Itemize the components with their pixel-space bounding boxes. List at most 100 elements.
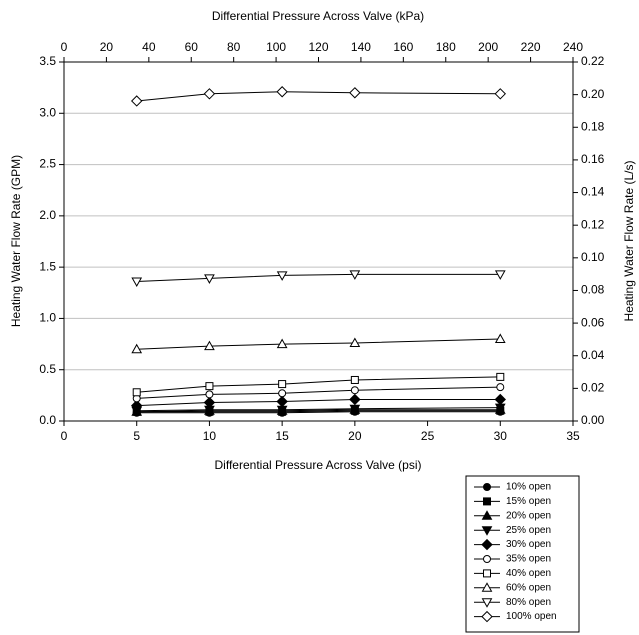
- y2-tick-label: 0.18: [581, 119, 605, 133]
- marker: [494, 88, 506, 100]
- legend-label: 80% open: [506, 597, 551, 608]
- x2-tick-label: 220: [521, 40, 541, 54]
- x2-tick-label: 200: [478, 40, 498, 54]
- marker: [349, 393, 361, 406]
- marker: [481, 526, 493, 536]
- series-line: [136, 398, 501, 407]
- y2-tick-label: 0.10: [581, 250, 605, 264]
- top-axis-title: Differential Pressure Across Valve (kPa): [212, 9, 424, 23]
- y-tick-label: 2.5: [39, 157, 56, 171]
- y2-tick-label: 0.16: [581, 152, 605, 166]
- x-tick-label: 0: [61, 429, 68, 443]
- y2-tick-label: 0.14: [581, 185, 605, 199]
- marker: [349, 337, 361, 348]
- marker: [481, 510, 493, 520]
- series-line: [136, 338, 501, 350]
- marker: [349, 270, 361, 280]
- marker: [483, 569, 491, 578]
- marker: [204, 274, 215, 284]
- legend-label: 10% open: [506, 482, 551, 493]
- legend-label: 20% open: [506, 510, 551, 521]
- y-tick-label: 2.0: [39, 208, 56, 222]
- marker: [203, 88, 216, 100]
- marker: [481, 610, 493, 623]
- x2-tick-label: 160: [393, 40, 413, 54]
- legend-label: 15% open: [506, 496, 551, 507]
- x2-tick-label: 40: [142, 40, 156, 54]
- legend-label: 30% open: [506, 539, 551, 550]
- series-line: [136, 376, 501, 393]
- legend-label: 35% open: [506, 554, 551, 565]
- marker: [131, 277, 143, 288]
- x2-tick-label: 240: [563, 40, 583, 54]
- x2-tick-label: 60: [185, 40, 199, 54]
- y2-tick-label: 0.04: [581, 348, 605, 362]
- y2-tick-label: 0.12: [581, 217, 605, 231]
- x2-tick-label: 80: [227, 40, 241, 54]
- x2-tick-label: 120: [308, 40, 328, 54]
- marker: [494, 270, 506, 280]
- legend-label: 40% open: [506, 568, 551, 579]
- series-line: [136, 386, 501, 399]
- y2-tick-label: 0.06: [581, 315, 605, 329]
- marker: [278, 389, 287, 398]
- marker: [481, 598, 493, 608]
- y2-tick-label: 0.20: [581, 87, 605, 101]
- marker: [349, 404, 361, 415]
- x-tick-label: 30: [494, 429, 508, 443]
- y-tick-label: 0.0: [39, 413, 56, 427]
- marker: [205, 382, 214, 391]
- marker: [496, 383, 505, 392]
- marker: [494, 393, 506, 406]
- marker: [131, 95, 143, 107]
- legend-label: 100% open: [506, 611, 557, 622]
- marker: [481, 538, 493, 551]
- y2-tick-label: 0.08: [581, 283, 605, 297]
- marker: [278, 380, 287, 389]
- x2-tick-label: 20: [100, 40, 114, 54]
- x-tick-label: 35: [566, 429, 580, 443]
- marker: [203, 396, 216, 409]
- marker: [204, 340, 215, 351]
- series-line: [136, 91, 501, 102]
- legend-label: 60% open: [506, 582, 551, 593]
- y2-tick-label: 0.22: [581, 54, 605, 68]
- x-tick-label: 10: [203, 429, 217, 443]
- marker: [483, 483, 491, 491]
- y2-tick-label: 0.02: [581, 381, 605, 395]
- marker: [483, 497, 491, 506]
- x2-tick-label: 0: [61, 40, 68, 54]
- x-tick-label: 20: [348, 429, 362, 443]
- x2-tick-label: 100: [266, 40, 286, 54]
- y2-tick-label: 0.00: [581, 413, 605, 427]
- y-tick-label: 3.0: [39, 105, 56, 119]
- x-axis-title: Differential Pressure Across Valve (psi): [215, 458, 422, 472]
- marker: [483, 555, 491, 563]
- y-axis-title: Heating Water Flow Rate (GPM): [9, 155, 23, 327]
- legend: 10% open 15% open 20% open 25% open 30% open…: [465, 475, 580, 633]
- x2-tick-label: 180: [436, 40, 456, 54]
- x-tick-label: 5: [133, 429, 140, 443]
- marker: [496, 372, 505, 381]
- x-tick-label: 25: [421, 429, 435, 443]
- marker: [350, 386, 359, 395]
- marker: [481, 582, 493, 592]
- marker: [276, 395, 288, 408]
- marker: [276, 338, 288, 349]
- y-tick-label: 1.0: [39, 311, 56, 325]
- series-line: [136, 273, 501, 283]
- y2-axis-title: Heating Water Flow Rate (L/s): [622, 161, 636, 322]
- marker: [494, 333, 506, 343]
- y-tick-label: 3.5: [39, 54, 56, 68]
- marker: [205, 390, 214, 399]
- y-tick-label: 1.5: [39, 259, 56, 273]
- marker: [132, 388, 141, 397]
- marker: [276, 86, 288, 98]
- marker: [131, 399, 143, 412]
- legend-label: 25% open: [506, 525, 551, 536]
- plot-frame: [63, 61, 574, 422]
- y-tick-label: 0.5: [39, 362, 56, 376]
- marker: [349, 87, 361, 99]
- x-tick-label: 15: [275, 429, 289, 443]
